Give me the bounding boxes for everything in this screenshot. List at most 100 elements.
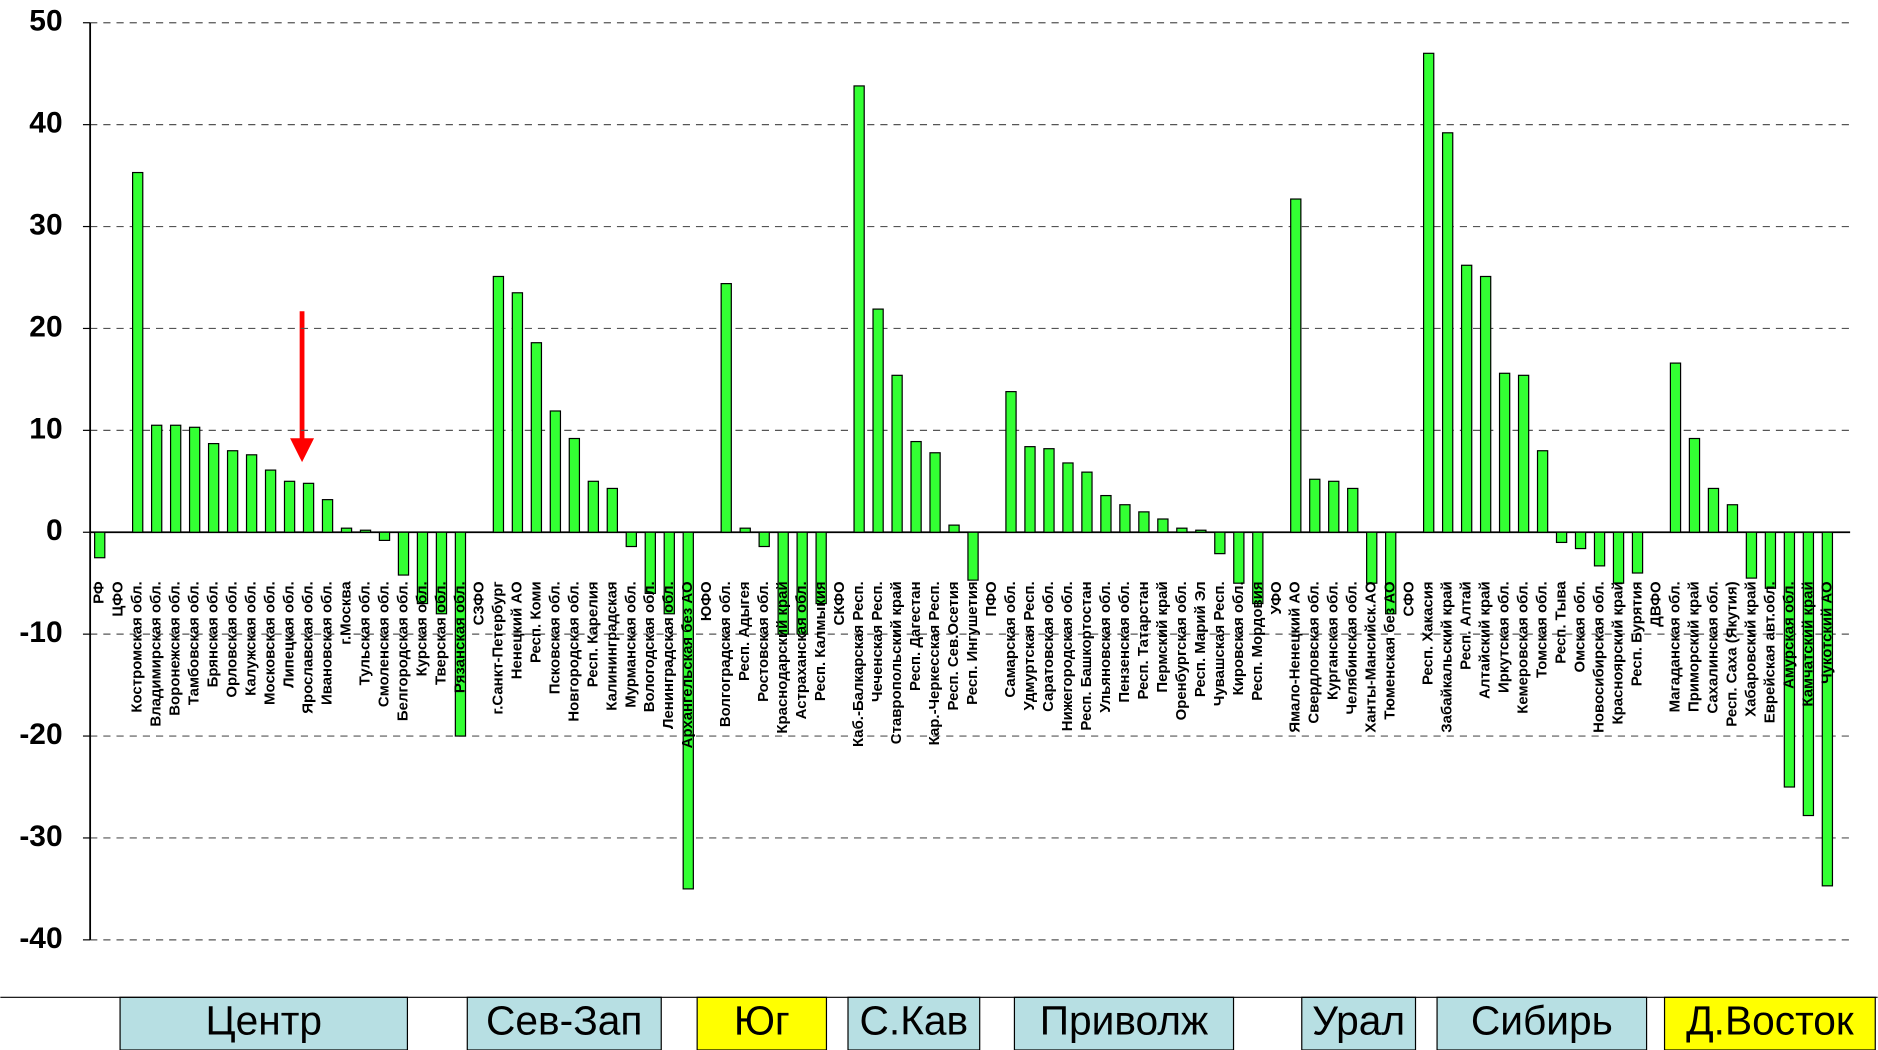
bar — [872, 308, 884, 533]
x-tick-label: Псковская обл. — [546, 581, 563, 694]
bar — [1555, 531, 1568, 544]
region-box — [1663, 996, 1876, 1050]
bar — [1233, 531, 1245, 584]
y-tick-label: -10 — [19, 616, 62, 649]
x-tick-label: Кировская обл. — [1230, 581, 1247, 695]
bar — [929, 452, 941, 533]
x-tick-label: Респ. Бурятия — [1628, 581, 1645, 686]
bar — [1347, 487, 1359, 533]
x-tick-label: Тамбовская обл. — [186, 581, 203, 705]
bar — [1043, 448, 1055, 533]
x-tick-label: Астраханская обл. — [793, 581, 810, 719]
x-tick-label: Томская обл. — [1534, 581, 1551, 678]
bar — [1195, 529, 1207, 533]
x-tick-label: Респ. Карелия — [584, 581, 601, 687]
x-tick-label: Респ. Коми — [527, 581, 544, 663]
bar — [682, 531, 694, 890]
bar — [1309, 478, 1321, 533]
x-tick-label: Вологодская обл. — [641, 581, 658, 712]
bar — [758, 531, 770, 548]
bar — [1328, 480, 1340, 533]
x-tick-label: Курганская обл. — [1325, 581, 1342, 700]
x-tick-label: Ханты-Мансийск.АО — [1363, 581, 1380, 732]
x-tick-label: Еврейская авт.обл. — [1761, 581, 1778, 723]
bar — [1100, 494, 1112, 533]
bar — [1214, 531, 1226, 555]
x-tick-label: Архангельская без АО — [679, 581, 696, 748]
x-tick-label: Респ. Алтай — [1458, 581, 1475, 670]
bar — [1252, 531, 1264, 605]
bar — [1005, 391, 1017, 533]
region-box — [466, 996, 662, 1050]
x-tick-label: ЦФО — [110, 581, 127, 616]
x-tick-label: Владимирская обл. — [148, 581, 165, 726]
y-tick-label: 0 — [46, 514, 63, 547]
x-tick-label: СФО — [1401, 581, 1418, 616]
x-tick-label: Ненецкий АО — [508, 581, 525, 679]
x-tick-label: Сахалинская обл. — [1704, 581, 1721, 713]
x-tick-label: Ульяновская обл. — [1097, 581, 1114, 712]
x-tick-label: Респ. Мордовия — [1249, 581, 1266, 700]
x-tick-label: Ямало-Ненецкий АО — [1287, 581, 1304, 732]
x-tick-label: Тюменская без АО — [1382, 581, 1399, 719]
x-tick-label: Ярославская обл. — [300, 581, 317, 713]
x-tick-label: Хабаровский край — [1742, 581, 1759, 716]
x-tick-label: Калужская обл. — [243, 581, 260, 695]
x-tick-label: Пермский край — [1154, 581, 1171, 692]
bar — [1062, 462, 1074, 533]
x-tick-label: Ростовская обл. — [755, 581, 772, 702]
bar — [606, 487, 619, 533]
x-tick-label: Воронежская обл. — [167, 581, 184, 715]
bar — [207, 442, 220, 533]
x-tick-label: Камчатский край — [1799, 581, 1816, 706]
x-tick-label: Респ. Дагестан — [907, 581, 924, 691]
region-label: Сев-Зап — [486, 997, 642, 1043]
bar — [796, 531, 808, 635]
x-tick-label: Амурская обл. — [1780, 581, 1797, 689]
region-label: Юг — [734, 997, 790, 1043]
bar — [397, 531, 410, 576]
bar — [777, 531, 789, 635]
x-tick-label: УФО — [1268, 581, 1285, 614]
bar — [1498, 372, 1511, 533]
bar — [891, 374, 903, 533]
x-tick-label: Ленинградская обл. — [660, 581, 677, 729]
bar — [1726, 504, 1739, 533]
x-tick-label: Пензенская обл. — [1116, 581, 1133, 702]
bar — [910, 440, 922, 533]
x-tick-label: Респ. Калмыкия — [812, 581, 829, 701]
bar — [1479, 275, 1492, 533]
bar — [1517, 374, 1530, 533]
bar — [1612, 531, 1625, 584]
bar — [226, 450, 239, 533]
x-tick-label: Челябинская обл. — [1344, 581, 1361, 714]
x-tick-label: Тверская обл. — [432, 581, 449, 685]
x-tick-label: Курская обл. — [413, 581, 430, 676]
arrow-head — [290, 438, 315, 463]
region-label: Сибирь — [1471, 997, 1613, 1043]
bar — [644, 531, 656, 594]
x-tick-label: Московская обл. — [262, 581, 279, 705]
x-tick-label: Волгоградская обл. — [717, 581, 734, 727]
bar — [132, 171, 144, 533]
x-tick-label: ЮФО — [698, 581, 715, 621]
bar — [1631, 531, 1644, 574]
x-tick-label: Каб.-Балкарская Респ. — [850, 581, 867, 747]
bar — [1821, 531, 1834, 887]
x-tick-label: Кар.-Черкесская Респ. — [926, 581, 943, 745]
x-tick-label: Самарская обл. — [1002, 581, 1019, 697]
x-tick-label: Респ. Башкортостан — [1078, 581, 1095, 730]
x-tick-label: ПФО — [983, 581, 1000, 616]
bar — [150, 424, 163, 533]
y-tick-label: 30 — [29, 208, 62, 241]
y-tick-label: 40 — [29, 107, 62, 140]
region-box — [696, 996, 828, 1050]
x-tick-label: Оренбургская обл. — [1173, 581, 1190, 720]
y-tick-label: -40 — [19, 922, 62, 955]
bar — [1574, 531, 1587, 550]
bar — [1536, 450, 1549, 533]
region-label: Приволж — [1040, 997, 1209, 1043]
bar — [264, 469, 277, 533]
x-tick-label: г.Санкт-Петербург — [489, 581, 506, 714]
bar — [568, 437, 581, 533]
